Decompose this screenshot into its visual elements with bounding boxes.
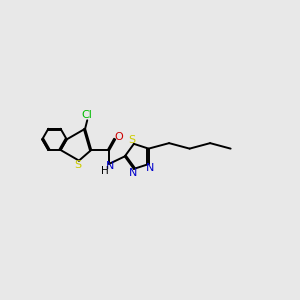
Text: S: S xyxy=(74,160,82,170)
Text: Cl: Cl xyxy=(82,110,93,120)
Text: O: O xyxy=(115,132,123,142)
Text: N: N xyxy=(106,161,115,171)
Text: H: H xyxy=(101,166,109,176)
Text: N: N xyxy=(146,164,154,173)
Text: S: S xyxy=(128,135,135,145)
Text: N: N xyxy=(129,168,137,178)
